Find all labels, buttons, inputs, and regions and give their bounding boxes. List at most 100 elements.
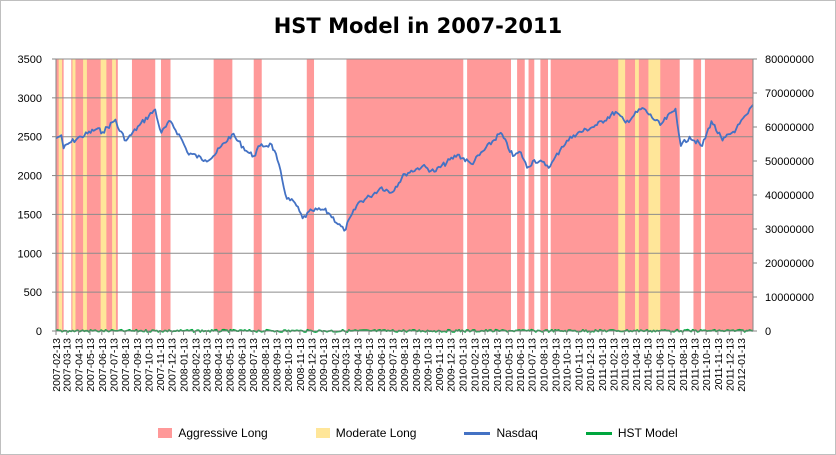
x-tick-label-26: 2009-04-13 xyxy=(353,338,365,392)
band-moderate-2 xyxy=(83,59,87,331)
y2-tick-label-4: 40000000 xyxy=(765,190,814,202)
x-tick-label-58: 2011-12-13 xyxy=(724,338,736,391)
chart-title: HST Model in 2007-2011 xyxy=(273,14,563,38)
x-tick-label-10: 2007-12-13 xyxy=(167,338,179,392)
x-tick-label-36: 2010-02-13 xyxy=(469,338,481,392)
band-aggressive-14 xyxy=(704,59,753,331)
band-moderate-0 xyxy=(58,59,63,331)
band-aggressive-12 xyxy=(550,59,680,331)
x-tick-label-14: 2008-04-13 xyxy=(213,338,225,392)
x-tick-label-22: 2008-12-13 xyxy=(306,338,318,392)
bands-layer xyxy=(56,59,753,331)
legend-label-hst: HST Model xyxy=(617,426,678,440)
x-tick-label-5: 2007-07-13 xyxy=(108,338,120,392)
y-tick-label-6: 3000 xyxy=(18,93,42,105)
x-tick-label-12: 2008-02-13 xyxy=(190,338,202,392)
x-tick-label-56: 2011-10-13 xyxy=(701,338,713,391)
legend-label-aggressive: Aggressive Long xyxy=(178,426,268,440)
y2-tick-label-8: 80000000 xyxy=(765,54,814,66)
band-aggressive-1 xyxy=(71,59,118,331)
x-tick-label-49: 2011-03-13 xyxy=(619,338,631,391)
band-aggressive-10 xyxy=(528,59,535,331)
legend-item-hst: HST Model xyxy=(585,426,678,440)
x-tick-label-42: 2010-08-13 xyxy=(538,338,550,392)
x-tick-label-57: 2011-11-13 xyxy=(713,338,725,390)
x-tick-label-16: 2008-06-13 xyxy=(237,338,249,392)
band-moderate-1 xyxy=(72,59,76,331)
y2-tick-label-0: 0 xyxy=(765,326,771,338)
x-tick-label-20: 2008-10-13 xyxy=(283,338,295,392)
x-tick-label-21: 2008-11-13 xyxy=(295,338,307,391)
band-aggressive-4 xyxy=(213,59,233,331)
x-tick-label-6: 2007-08-13 xyxy=(120,338,132,392)
band-moderate-6 xyxy=(635,59,639,331)
x-tick-label-25: 2009-03-13 xyxy=(341,338,353,392)
x-tick-label-37: 2010-03-13 xyxy=(480,338,492,392)
x-tick-label-1: 2007-03-13 xyxy=(62,338,74,392)
x-tick-label-29: 2009-07-13 xyxy=(387,338,399,392)
x-tick-label-39: 2010-05-13 xyxy=(503,338,515,392)
x-tick-label-59: 2012-01-13 xyxy=(736,338,748,392)
band-aggressive-2 xyxy=(131,59,156,331)
legend-label-moderate: Moderate Long xyxy=(335,426,417,440)
x-tick-label-9: 2007-11-13 xyxy=(155,338,167,391)
y2-tick-label-3: 30000000 xyxy=(765,224,814,236)
band-moderate-3 xyxy=(100,59,107,331)
x-tick-label-45: 2010-11-13 xyxy=(574,338,586,391)
band-aggressive-5 xyxy=(253,59,262,331)
series-line-nasdaq xyxy=(55,104,754,232)
band-aggressive-3 xyxy=(160,59,171,331)
y2-tick-label-1: 10000000 xyxy=(765,292,814,304)
legend-swatch-hst xyxy=(585,431,612,435)
x-tick-label-53: 2011-07-13 xyxy=(666,338,678,391)
y-tick-label-3: 1500 xyxy=(18,209,42,221)
x-tick-label-8: 2007-10-13 xyxy=(143,338,155,392)
x-tick-label-3: 2007-05-13 xyxy=(85,338,97,392)
x-tick-label-27: 2009-05-13 xyxy=(364,338,376,392)
x-tick-label-50: 2011-04-13 xyxy=(631,338,643,391)
x-tick-label-34: 2009-12-13 xyxy=(446,338,458,392)
legend-swatch-moderate xyxy=(315,428,330,438)
legend-item-moderate: Moderate Long xyxy=(315,426,417,440)
band-aggressive-8 xyxy=(467,59,511,331)
x-tick-label-43: 2010-09-13 xyxy=(550,338,562,392)
x-tick-label-35: 2010-01-13 xyxy=(458,338,470,392)
band-moderate-5 xyxy=(618,59,626,331)
y-tick-label-1: 500 xyxy=(24,287,42,299)
y2-tick-label-5: 50000000 xyxy=(765,156,814,168)
band-aggressive-9 xyxy=(517,59,525,331)
x-tick-label-32: 2009-10-13 xyxy=(422,338,434,392)
x-tick-label-47: 2011-01-13 xyxy=(597,338,609,391)
x-tick-label-44: 2010-10-13 xyxy=(562,338,574,392)
x-tick-label-15: 2008-05-13 xyxy=(225,338,237,392)
x-tick-label-30: 2009-08-13 xyxy=(399,338,411,392)
x-tick-label-52: 2011-06-13 xyxy=(655,338,667,391)
x-tick-label-31: 2009-09-13 xyxy=(411,338,423,392)
band-aggressive-13 xyxy=(693,59,702,331)
x-tick-label-54: 2011-08-13 xyxy=(678,338,690,391)
legend: Aggressive Long Moderate Long Nasdaq HST… xyxy=(0,426,836,440)
x-tick-label-40: 2010-06-13 xyxy=(515,338,527,392)
y-tick-label-5: 2500 xyxy=(18,132,42,144)
x-tick-label-23: 2009-01-13 xyxy=(318,338,330,392)
legend-swatch-aggressive xyxy=(158,428,173,438)
band-aggressive-7 xyxy=(346,59,464,331)
legend-label-nasdaq: Nasdaq xyxy=(496,426,538,440)
band-aggressive-11 xyxy=(540,59,549,331)
y-tick-label-4: 2000 xyxy=(18,171,42,183)
x-tick-label-38: 2010-04-13 xyxy=(492,338,504,392)
x-tick-label-11: 2008-01-13 xyxy=(179,338,191,392)
x-tick-label-24: 2009-02-13 xyxy=(330,338,342,392)
y-tick-label-2: 1000 xyxy=(18,248,42,260)
x-tick-label-18: 2008-08-13 xyxy=(260,338,272,392)
x-tick-label-48: 2011-02-13 xyxy=(609,338,621,391)
y2-tick-label-2: 20000000 xyxy=(765,258,814,270)
band-moderate-7 xyxy=(648,59,661,331)
band-moderate-4 xyxy=(112,59,116,331)
x-tick-label-55: 2011-09-13 xyxy=(690,338,702,391)
y-tick-label-7: 3500 xyxy=(18,54,42,66)
x-tick-label-28: 2009-06-13 xyxy=(376,338,388,392)
x-tick-label-13: 2008-03-13 xyxy=(201,338,213,392)
x-tick-label-51: 2011-05-13 xyxy=(643,338,655,391)
